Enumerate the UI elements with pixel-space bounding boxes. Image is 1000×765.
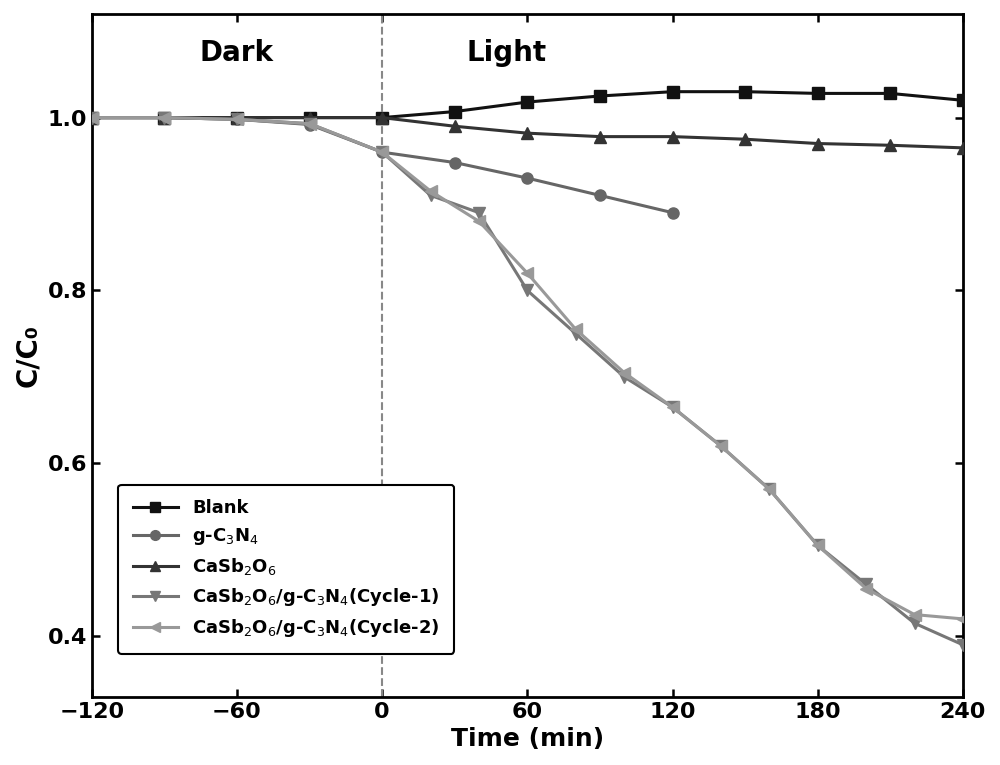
Line: CaSb₂O₆/g-C₃N₄(Cycle-2): CaSb₂O₆/g-C₃N₄(Cycle-2) <box>86 112 968 624</box>
CaSb₂O₆ <box>158 113 170 122</box>
Blank <box>884 89 896 98</box>
CaSb₂O₆ <box>231 113 243 122</box>
g-C₃N₄ <box>667 208 679 217</box>
CaSb₂O₆/g-C₃N₄(Cycle-1) <box>158 113 170 122</box>
Y-axis label: C/C₀: C/C₀ <box>14 324 42 387</box>
Text: Light: Light <box>467 39 547 67</box>
CaSb₂O₆/g-C₃N₄(Cycle-1) <box>715 441 727 451</box>
Blank <box>449 107 461 116</box>
CaSb₂O₆/g-C₃N₄(Cycle-1) <box>667 402 679 412</box>
Blank <box>739 87 751 96</box>
CaSb₂O₆/g-C₃N₄(Cycle-1) <box>618 373 630 382</box>
g-C₃N₄ <box>449 158 461 167</box>
CaSb₂O₆/g-C₃N₄(Cycle-2) <box>158 113 170 122</box>
Blank <box>521 97 533 106</box>
Blank <box>158 113 170 122</box>
CaSb₂O₆ <box>594 132 606 142</box>
Blank <box>304 113 316 122</box>
g-C₃N₄ <box>231 115 243 124</box>
g-C₃N₄ <box>86 113 98 122</box>
CaSb₂O₆ <box>304 113 316 122</box>
Legend: Blank, g-C$_3$N$_4$, CaSb$_2$O$_6$, CaSb$_2$O$_6$/g-C$_3$N$_4$(Cycle-1), CaSb$_2: Blank, g-C$_3$N$_4$, CaSb$_2$O$_6$, CaSb… <box>118 484 454 653</box>
CaSb₂O₆/g-C₃N₄(Cycle-2) <box>763 485 775 494</box>
CaSb₂O₆/g-C₃N₄(Cycle-2) <box>667 402 679 412</box>
Line: g-C₃N₄: g-C₃N₄ <box>86 112 678 218</box>
CaSb₂O₆ <box>812 139 824 148</box>
Blank <box>86 113 98 122</box>
g-C₃N₄ <box>376 148 388 157</box>
g-C₃N₄ <box>521 174 533 183</box>
g-C₃N₄ <box>158 113 170 122</box>
CaSb₂O₆ <box>449 122 461 131</box>
CaSb₂O₆ <box>376 113 388 122</box>
CaSb₂O₆/g-C₃N₄(Cycle-2) <box>715 441 727 451</box>
g-C₃N₄ <box>594 190 606 200</box>
CaSb₂O₆/g-C₃N₄(Cycle-2) <box>425 187 437 196</box>
CaSb₂O₆ <box>667 132 679 142</box>
CaSb₂O₆/g-C₃N₄(Cycle-2) <box>304 119 316 129</box>
CaSb₂O₆/g-C₃N₄(Cycle-1) <box>376 148 388 157</box>
CaSb₂O₆/g-C₃N₄(Cycle-1) <box>425 190 437 200</box>
CaSb₂O₆/g-C₃N₄(Cycle-1) <box>763 485 775 494</box>
CaSb₂O₆/g-C₃N₄(Cycle-1) <box>860 580 872 589</box>
CaSb₂O₆/g-C₃N₄(Cycle-2) <box>376 148 388 157</box>
CaSb₂O₆/g-C₃N₄(Cycle-1) <box>86 113 98 122</box>
CaSb₂O₆/g-C₃N₄(Cycle-1) <box>473 208 485 217</box>
Blank <box>957 96 969 105</box>
Line: CaSb₂O₆/g-C₃N₄(Cycle-1): CaSb₂O₆/g-C₃N₄(Cycle-1) <box>86 112 968 650</box>
CaSb₂O₆/g-C₃N₄(Cycle-2) <box>618 368 630 377</box>
CaSb₂O₆/g-C₃N₄(Cycle-1) <box>521 286 533 295</box>
CaSb₂O₆/g-C₃N₄(Cycle-2) <box>521 269 533 278</box>
CaSb₂O₆/g-C₃N₄(Cycle-2) <box>957 614 969 623</box>
CaSb₂O₆/g-C₃N₄(Cycle-2) <box>812 541 824 550</box>
CaSb₂O₆/g-C₃N₄(Cycle-1) <box>812 541 824 550</box>
Blank <box>594 91 606 100</box>
CaSb₂O₆/g-C₃N₄(Cycle-2) <box>570 325 582 334</box>
X-axis label: Time (min): Time (min) <box>451 727 604 751</box>
CaSb₂O₆/g-C₃N₄(Cycle-1) <box>909 619 921 628</box>
CaSb₂O₆/g-C₃N₄(Cycle-1) <box>570 329 582 338</box>
CaSb₂O₆ <box>86 113 98 122</box>
Line: CaSb₂O₆: CaSb₂O₆ <box>86 112 968 154</box>
Text: Dark: Dark <box>200 39 274 67</box>
CaSb₂O₆/g-C₃N₄(Cycle-1) <box>304 119 316 129</box>
CaSb₂O₆/g-C₃N₄(Cycle-2) <box>860 584 872 593</box>
CaSb₂O₆/g-C₃N₄(Cycle-2) <box>909 610 921 619</box>
CaSb₂O₆/g-C₃N₄(Cycle-2) <box>86 113 98 122</box>
CaSb₂O₆ <box>884 141 896 150</box>
CaSb₂O₆ <box>957 143 969 152</box>
Blank <box>667 87 679 96</box>
CaSb₂O₆ <box>521 129 533 138</box>
CaSb₂O₆/g-C₃N₄(Cycle-1) <box>957 640 969 649</box>
Blank <box>231 113 243 122</box>
g-C₃N₄ <box>304 120 316 129</box>
CaSb₂O₆/g-C₃N₄(Cycle-1) <box>231 115 243 124</box>
Line: Blank: Blank <box>86 86 968 123</box>
CaSb₂O₆/g-C₃N₄(Cycle-2) <box>473 216 485 226</box>
CaSb₂O₆/g-C₃N₄(Cycle-2) <box>231 115 243 124</box>
Blank <box>376 113 388 122</box>
CaSb₂O₆ <box>739 135 751 144</box>
Blank <box>812 89 824 98</box>
